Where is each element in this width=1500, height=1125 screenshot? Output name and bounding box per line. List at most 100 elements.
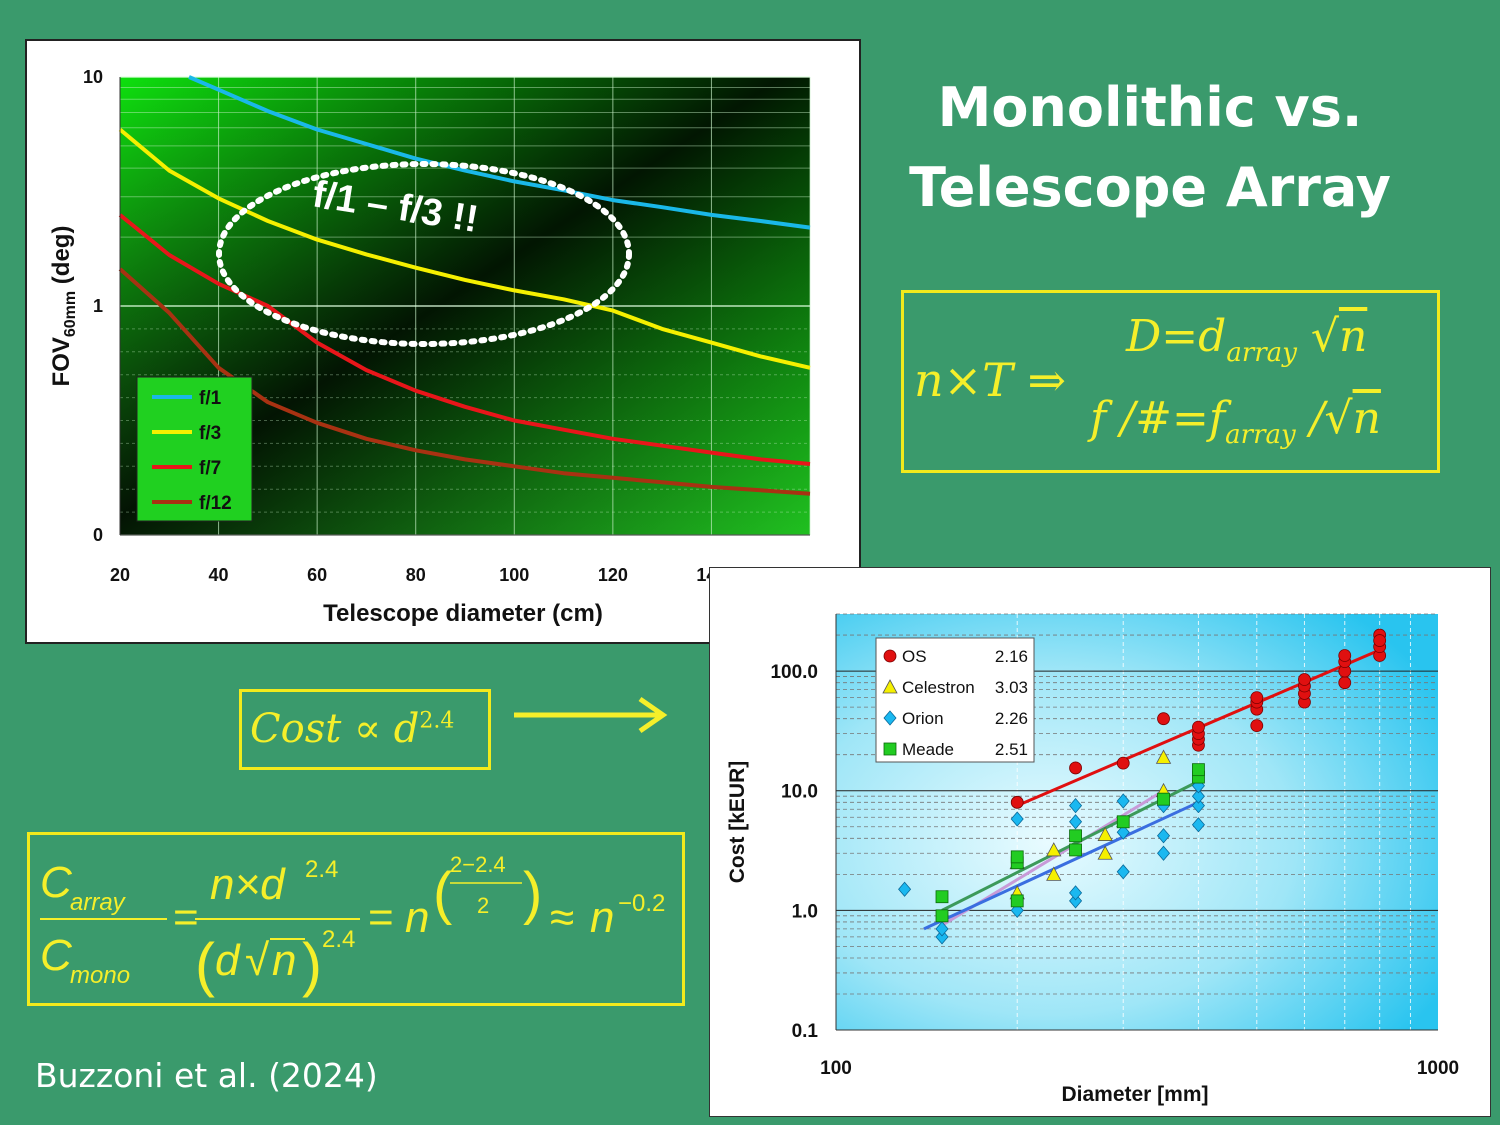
array-D: D=darray √n — [1126, 311, 1368, 368]
title-line-1: Monolithic vs. — [937, 76, 1363, 139]
cost-chart-panel: 0.1 1.0 10.0 100.0 100 1000 OS 2.16 Celestron 3.… — [709, 567, 1491, 1117]
svg-text:=: = — [173, 893, 199, 942]
cost-point-os — [1338, 649, 1352, 662]
cost-y-tick-label: 100.0 — [770, 662, 818, 683]
fov-legend-label: f/12 — [199, 493, 232, 514]
cost-legend-marker — [883, 742, 897, 756]
cost-y-tick-label: 1.0 — [792, 901, 818, 922]
svg-text:−0.2: −0.2 — [618, 890, 665, 917]
ratio-formula: C array C mono = n×d 2.4 ( d √ n ) 2.4 =… — [40, 852, 665, 998]
fov-chart: f/1 – f/3 !! 204060801001201401600110 f/… — [48, 67, 825, 627]
fov-x-tick-label: 20 — [110, 565, 130, 585]
svg-text:2−2.4: 2−2.4 — [450, 852, 506, 877]
cost-x-tick-label: 100 — [820, 1058, 852, 1079]
cost-point-os — [1338, 676, 1352, 690]
cost-points — [898, 628, 1387, 945]
svg-text:2: 2 — [477, 893, 489, 918]
cost-point-orion — [935, 921, 949, 937]
svg-text:=: = — [368, 893, 394, 942]
cost-fit-orion — [923, 800, 1200, 931]
cost-point-orion — [1157, 845, 1171, 861]
ratio-formula-box: C array C mono = n×d 2.4 ( d √ n ) 2.4 =… — [27, 832, 685, 1006]
cost-point-orion — [1010, 811, 1024, 827]
cost-legend-marker — [882, 679, 898, 694]
fov-legend-label: f/3 — [199, 423, 221, 444]
cost-point-meade — [935, 909, 949, 923]
svg-text:array: array — [70, 889, 127, 916]
cost-point-os — [1192, 720, 1205, 734]
array-formula-box: n×T ⇒ D=darray √n f /#=farray /√n — [901, 290, 1440, 473]
fov-legend-label: f/7 — [199, 458, 221, 479]
cost-legend-slope: 2.26 — [995, 709, 1028, 728]
cost-point-celestron — [1097, 826, 1113, 841]
cost-point-celestron — [1046, 842, 1062, 857]
cost-point-os — [1069, 761, 1082, 775]
cost-ylabel: Cost [kEUR] — [726, 761, 749, 884]
cost-legend-slope: 3.03 — [995, 678, 1028, 697]
title-line-2: Telescope Array — [909, 156, 1391, 219]
cost-point-orion — [1116, 864, 1130, 880]
svg-text:n: n — [272, 936, 296, 985]
cost-point-os — [1250, 719, 1264, 733]
cost-point-meade — [935, 890, 949, 904]
cost-legend: OS 2.16 Celestron 3.03 Orion 2.26 Meade 2.51 — [875, 637, 1035, 763]
cost-point-orion — [1191, 788, 1205, 804]
svg-text:d: d — [215, 936, 241, 985]
cost-legend-marker — [883, 710, 897, 726]
cost-formula: Cost ∝ d2.4 — [250, 706, 455, 752]
cost-point-os — [1010, 795, 1024, 809]
cost-point-meade — [1157, 792, 1170, 806]
cost-point-meade — [1116, 815, 1130, 829]
fov-y-tick-label: 10 — [83, 67, 103, 87]
svg-text:2.4: 2.4 — [322, 926, 355, 953]
fov-series-f1 — [188, 75, 811, 230]
cost-y-tick-label: 0.1 — [792, 1021, 819, 1042]
cost-x-tick-label: 1000 — [1417, 1058, 1459, 1079]
cost-legend-slope: 2.16 — [995, 647, 1028, 666]
cost-point-os — [1116, 756, 1130, 770]
svg-text:(: ( — [433, 861, 452, 926]
fov-x-tick-label: 40 — [209, 565, 229, 585]
cost-point-orion — [1069, 814, 1083, 830]
cost-point-orion — [1191, 798, 1205, 814]
fov-x-tick-label: 60 — [307, 565, 327, 585]
svg-text:2.4: 2.4 — [305, 856, 338, 883]
cost-legend-name: OS — [902, 647, 927, 666]
fov-legend: f/1 f/3 f/7 f/12 — [136, 376, 253, 522]
citation: Buzzoni et al. (2024) — [35, 1056, 378, 1095]
cost-legend-name: Meade — [902, 740, 954, 759]
fov-x-tick-label: 100 — [499, 565, 529, 585]
svg-text:n×d: n×d — [210, 860, 286, 909]
array-lhs: n×T ⇒ — [914, 353, 1067, 407]
array-f: f /#=farray /√n — [1090, 393, 1381, 450]
fov-legend-label: f/1 — [199, 388, 222, 409]
svg-text:√: √ — [245, 936, 270, 985]
cost-axes: 0.1 1.0 10.0 100.0 100 1000 — [770, 614, 1459, 1079]
cost-legend-name: Celestron — [902, 678, 975, 697]
cost-point-orion — [1069, 798, 1083, 814]
cost-point-meade — [1010, 894, 1024, 908]
cost-point-orion — [1116, 793, 1130, 809]
fov-series-f3 — [118, 127, 811, 370]
cost-legend-name: Orion — [902, 709, 944, 728]
fov-x-tick-label: 120 — [598, 565, 628, 585]
slide-title: Monolithic vs. Telescope Array — [900, 68, 1400, 228]
cost-point-os — [1157, 712, 1170, 726]
cost-point-meade — [1069, 829, 1082, 843]
fov-x-tick-label: 80 — [406, 565, 426, 585]
cost-point-celestron — [1097, 845, 1113, 860]
cost-y-tick-label: 10.0 — [781, 782, 818, 803]
cost-point-orion — [1069, 893, 1083, 909]
fov-xlabel: Telescope diameter (cm) — [323, 600, 603, 627]
svg-text:(: ( — [195, 931, 215, 998]
cost-point-os — [1250, 691, 1264, 705]
svg-text:C: C — [40, 858, 73, 907]
cost-point-orion — [1191, 817, 1205, 833]
svg-text:≈: ≈ — [550, 893, 574, 942]
cost-chart: 0.1 1.0 10.0 100.0 100 1000 OS 2.16 Celestron 3.… — [726, 613, 1459, 1106]
cost-point-orion — [898, 881, 912, 897]
fov-ylabel: FOV60mm (deg) — [48, 226, 79, 387]
fov-y-tick-label: 1 — [93, 296, 103, 316]
fov-chart-panel: f/1 – f/3 !! 204060801001201401600110 f/… — [25, 39, 861, 644]
cost-point-celestron — [1046, 866, 1062, 881]
